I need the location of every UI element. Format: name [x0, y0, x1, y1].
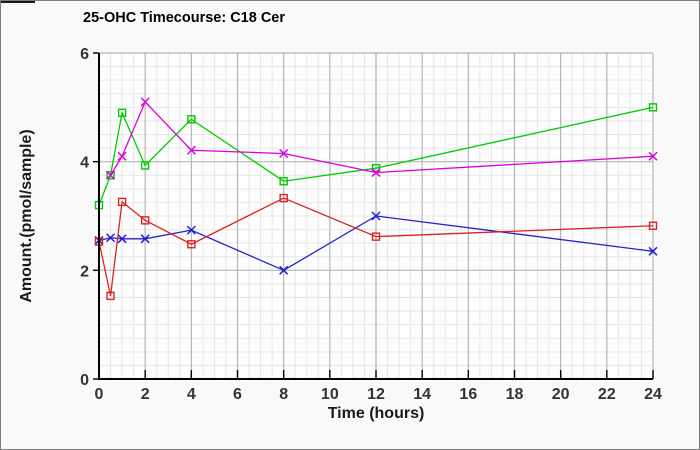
- x-tick-label: 16: [459, 386, 477, 403]
- blue-x-series-marker: [140, 234, 150, 244]
- blue-x-series-marker: [117, 234, 127, 244]
- magenta-x-series-marker: [106, 170, 116, 180]
- red-square-series-marker: [106, 291, 115, 301]
- x-tick-label: 8: [279, 386, 288, 403]
- x-tick-label: 20: [552, 386, 570, 403]
- green-square-series-marker: [279, 177, 288, 186]
- red-square-series-marker: [279, 193, 288, 203]
- green-square-series-marker: [140, 161, 150, 170]
- y-tick-label: 6: [80, 46, 89, 63]
- red-square-series-marker: [371, 232, 381, 241]
- blue-x-series-line: [98, 215, 654, 272]
- red-square-series-marker: [648, 221, 658, 230]
- blue-x-series-marker: [106, 233, 116, 243]
- x-tick-label: 12: [367, 386, 385, 403]
- x-tick-label: 0: [95, 386, 104, 403]
- red-square-series-marker: [187, 240, 196, 249]
- magenta-x-series-marker: [140, 97, 150, 107]
- chart-title: 25-OHC Timecourse: C18 Cer: [83, 10, 286, 26]
- corner-mark: [1, 1, 35, 3]
- y-tick-label: 2: [80, 263, 89, 280]
- green-square-series-line: [98, 106, 654, 206]
- magenta-x-series-marker: [186, 145, 196, 155]
- blue-x-series-marker: [186, 225, 196, 235]
- x-axis-label: Time (hours): [327, 405, 425, 422]
- red-square-series-marker: [140, 216, 150, 225]
- green-square-series-marker: [106, 171, 115, 180]
- x-tick-label: 14: [413, 386, 431, 403]
- green-square-series-marker: [648, 103, 658, 112]
- y-axis-label: Amount.(pmol/sample): [18, 129, 35, 303]
- magenta-x-series-marker: [279, 148, 289, 159]
- magenta-x-series-marker: [648, 151, 658, 161]
- y-tick-label: 0: [80, 372, 89, 389]
- x-tick-label: 18: [506, 386, 524, 403]
- magenta-x-series-marker: [117, 151, 127, 161]
- blue-x-series-marker: [371, 211, 381, 221]
- x-tick-label: 4: [187, 386, 196, 403]
- x-tick-label: 10: [321, 386, 339, 403]
- blue-x-series-marker: [279, 265, 289, 275]
- x-tick-label: 6: [233, 386, 242, 403]
- green-square-series-marker: [187, 115, 196, 124]
- x-tick-label: 22: [598, 386, 616, 403]
- magenta-x-series-marker: [371, 168, 381, 178]
- blue-x-series-marker: [648, 246, 658, 256]
- green-square-series-marker: [117, 108, 127, 117]
- x-tick-label: 24: [644, 386, 662, 403]
- red-square-series-marker: [117, 197, 127, 207]
- x-tick-label: 2: [141, 386, 150, 403]
- y-tick-label: 4: [80, 155, 89, 172]
- red-square-series-line: [98, 197, 654, 297]
